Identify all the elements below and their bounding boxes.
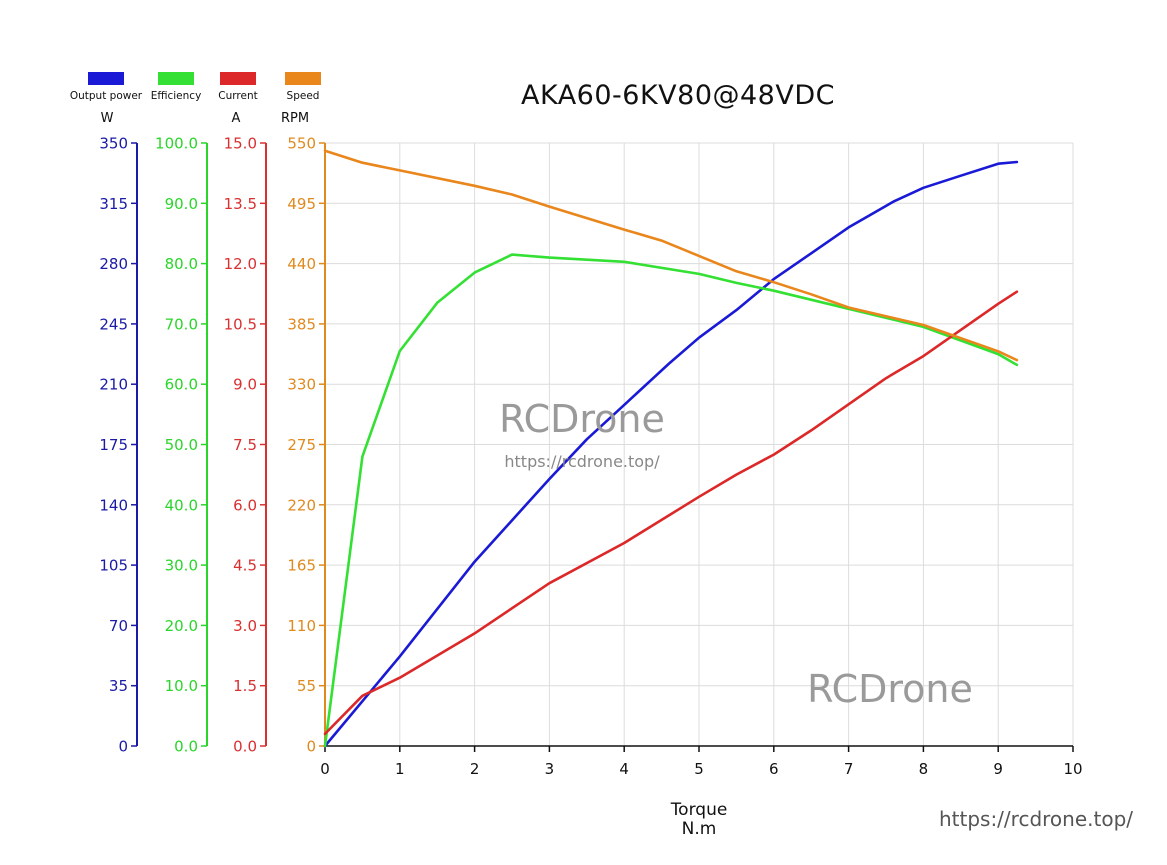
x-tick-label: 0 xyxy=(320,760,330,778)
y-tick-label-current: 4.5 xyxy=(233,557,257,575)
legend: Output power Efficiency Current Speed xyxy=(70,72,321,102)
y-tick-label-speed: 0 xyxy=(306,738,316,756)
y-tick-label-current: 13.5 xyxy=(224,195,257,213)
y-tick-label-efficiency: 80.0 xyxy=(165,255,198,273)
legend-label-power: Output power xyxy=(70,90,143,102)
y-tick-label-speed: 55 xyxy=(297,677,316,695)
y-tick-label-speed: 220 xyxy=(287,496,316,514)
y-tick-label-speed: 110 xyxy=(287,617,316,635)
y-tick-label-speed: 275 xyxy=(287,436,316,454)
x-tick-label: 9 xyxy=(993,760,1003,778)
y-tick-label-current: 7.5 xyxy=(233,436,257,454)
legend-item-power: Output power xyxy=(70,72,143,102)
x-axis-label-line2: N.m xyxy=(682,819,717,839)
watermark-logo-center: RCDrone xyxy=(499,397,665,441)
x-tick-label: 7 xyxy=(844,760,854,778)
y-tick-label-power: 175 xyxy=(99,436,128,454)
y-tick-label-power: 35 xyxy=(109,677,128,695)
series-line-power xyxy=(323,160,1019,748)
x-tick-label: 5 xyxy=(694,760,704,778)
legend-swatch-efficiency xyxy=(158,72,194,85)
legend-swatch-current xyxy=(220,72,256,85)
y-tick-label-power: 140 xyxy=(99,496,128,514)
y-tick-label-efficiency: 0.0 xyxy=(174,738,198,756)
y-tick-label-power: 350 xyxy=(99,135,128,153)
y-axes: 0 35 70 105 140 175 210 245 280 315 350 W 0.0 10.0 20.… xyxy=(99,111,326,756)
x-axis: 0 1 2 3 4 5 6 7 8 9 10 xyxy=(320,745,1083,778)
y-tick-label-power: 245 xyxy=(99,315,128,333)
legend-label-efficiency: Efficiency xyxy=(151,90,202,102)
legend-swatch-power xyxy=(88,72,124,85)
y-tick-label-speed: 385 xyxy=(287,315,316,333)
y-axis-current: 0.0 1.5 3.0 4.5 6.0 7.5 9.0 10.5 12.0 13.5 15.0 A xyxy=(224,111,267,756)
y-tick-label-current: 6.0 xyxy=(233,496,257,514)
legend-item-current: Current xyxy=(218,72,258,102)
series-line-speed xyxy=(323,149,1019,362)
y-tick-label-current: 1.5 xyxy=(233,677,257,695)
series-lines xyxy=(323,149,1019,748)
y-tick-label-speed: 165 xyxy=(287,557,316,575)
legend-label-current: Current xyxy=(218,90,257,102)
y-tick-label-current: 15.0 xyxy=(224,135,257,153)
x-tick-label: 6 xyxy=(769,760,779,778)
y-tick-label-power: 210 xyxy=(99,376,128,394)
y-tick-label-current: 0.0 xyxy=(233,738,257,756)
y-axis-power: 0 35 70 105 140 175 210 245 280 315 350 W xyxy=(99,111,138,756)
y-tick-label-speed: 330 xyxy=(287,376,316,394)
y-tick-label-efficiency: 40.0 xyxy=(165,496,198,514)
series-line-efficiency xyxy=(323,253,1019,748)
y-unit-current: A xyxy=(232,111,241,126)
legend-item-efficiency: Efficiency xyxy=(151,72,202,102)
x-tick-label: 10 xyxy=(1063,760,1082,778)
legend-label-speed: Speed xyxy=(287,90,320,102)
x-tick-label: 1 xyxy=(395,760,405,778)
y-tick-label-current: 9.0 xyxy=(233,376,257,394)
series-line-current xyxy=(323,290,1019,736)
y-tick-label-power: 105 xyxy=(99,557,128,575)
y-tick-label-efficiency: 50.0 xyxy=(165,436,198,454)
y-tick-label-current: 3.0 xyxy=(233,617,257,635)
y-unit-power: W xyxy=(101,111,114,126)
y-tick-label-speed: 440 xyxy=(287,255,316,273)
y-tick-label-power: 315 xyxy=(99,195,128,213)
y-axis-efficiency: 0.0 10.0 20.0 30.0 40.0 50.0 60.0 70.0 80.0 90.0 1… xyxy=(155,135,208,756)
chart-title: AKA60-6KV80@48VDC xyxy=(521,80,835,111)
y-tick-label-efficiency: 60.0 xyxy=(165,376,198,394)
y-tick-label-current: 12.0 xyxy=(224,255,257,273)
watermark-url-center: https://rcdrone.top/ xyxy=(504,452,660,471)
y-tick-label-power: 70 xyxy=(109,617,128,635)
y-tick-label-efficiency: 90.0 xyxy=(165,195,198,213)
y-tick-label-speed: 495 xyxy=(287,195,316,213)
y-tick-label-efficiency: 100.0 xyxy=(155,135,198,153)
y-tick-label-current: 10.5 xyxy=(224,315,257,333)
watermark-url-corner: https://rcdrone.top/ xyxy=(939,807,1133,831)
y-tick-label-power: 0 xyxy=(118,738,128,756)
y-tick-label-speed: 550 xyxy=(287,135,316,153)
y-tick-label-efficiency: 20.0 xyxy=(165,617,198,635)
legend-swatch-speed xyxy=(285,72,321,85)
x-axis-label-line1: Torque xyxy=(670,800,728,820)
y-tick-label-power: 280 xyxy=(99,255,128,273)
x-tick-label: 4 xyxy=(619,760,629,778)
watermark-logo-corner: RCDrone xyxy=(807,667,973,711)
y-unit-speed: RPM xyxy=(281,111,309,126)
x-tick-label: 8 xyxy=(919,760,929,778)
y-tick-label-efficiency: 30.0 xyxy=(165,557,198,575)
x-tick-label: 3 xyxy=(545,760,555,778)
y-tick-label-efficiency: 70.0 xyxy=(165,315,198,333)
y-axis-speed: 0 55 110 165 220 275 330 385 440 495 550 RPM xyxy=(281,111,326,756)
y-tick-label-efficiency: 10.0 xyxy=(165,677,198,695)
x-tick-label: 2 xyxy=(470,760,480,778)
legend-item-speed: Speed xyxy=(285,72,321,102)
